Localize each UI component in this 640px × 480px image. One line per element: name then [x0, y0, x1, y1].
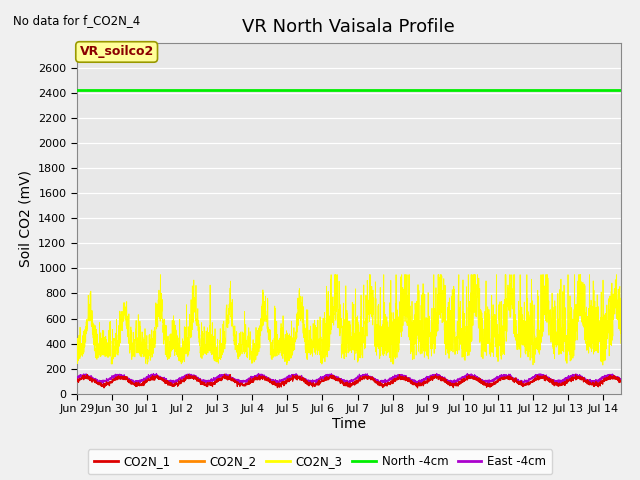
Text: No data for f_CO2N_4: No data for f_CO2N_4 — [13, 14, 140, 27]
Title: VR North Vaisala Profile: VR North Vaisala Profile — [243, 18, 455, 36]
X-axis label: Time: Time — [332, 417, 366, 431]
Text: VR_soilco2: VR_soilco2 — [79, 46, 154, 59]
Y-axis label: Soil CO2 (mV): Soil CO2 (mV) — [19, 170, 33, 267]
Legend: CO2N_1, CO2N_2, CO2N_3, North -4cm, East -4cm: CO2N_1, CO2N_2, CO2N_3, North -4cm, East… — [88, 449, 552, 474]
